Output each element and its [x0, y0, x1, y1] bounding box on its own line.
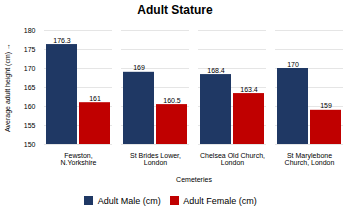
svg-text:175: 175: [24, 46, 36, 53]
svg-text:161: 161: [89, 95, 101, 102]
svg-text:163.4: 163.4: [240, 86, 258, 93]
html-text:Adult Stature: Adult Stature: [137, 3, 213, 17]
svg-text:160: 160: [24, 103, 36, 110]
svg-text:St Brides Lower,London: St Brides Lower,London: [130, 152, 181, 166]
html-text:Adult Male (cm): Adult Male (cm): [97, 195, 161, 206]
svg-text:150: 150: [24, 141, 36, 148]
svg-text:Cemeteries: Cemeteries: [176, 176, 212, 183]
svg-text:165: 165: [24, 84, 36, 91]
svg-text:160.5: 160.5: [163, 97, 181, 104]
svg-text:176.3: 176.3: [53, 37, 71, 44]
svg-text:St MaryleboneChurch, London: St MaryleboneChurch, London: [285, 152, 335, 166]
svg-text:159: 159: [320, 102, 332, 109]
svg-text:170: 170: [287, 61, 299, 68]
html-text:Adult Female (cm): Adult Female (cm): [183, 195, 257, 206]
svg-text:155: 155: [24, 122, 36, 129]
svg-text:170: 170: [24, 65, 36, 72]
svg-text:Fewston,N.Yorkshire: Fewston,N.Yorkshire: [61, 152, 97, 166]
svg-text:169: 169: [133, 64, 145, 71]
svg-text:Chelsea Old Church,London: Chelsea Old Church,London: [200, 152, 265, 166]
svg-text:168.4: 168.4: [207, 67, 225, 74]
svg-text:Average adult height (cm) →: Average adult height (cm) →: [4, 43, 12, 132]
svg-text:180: 180: [24, 27, 36, 34]
